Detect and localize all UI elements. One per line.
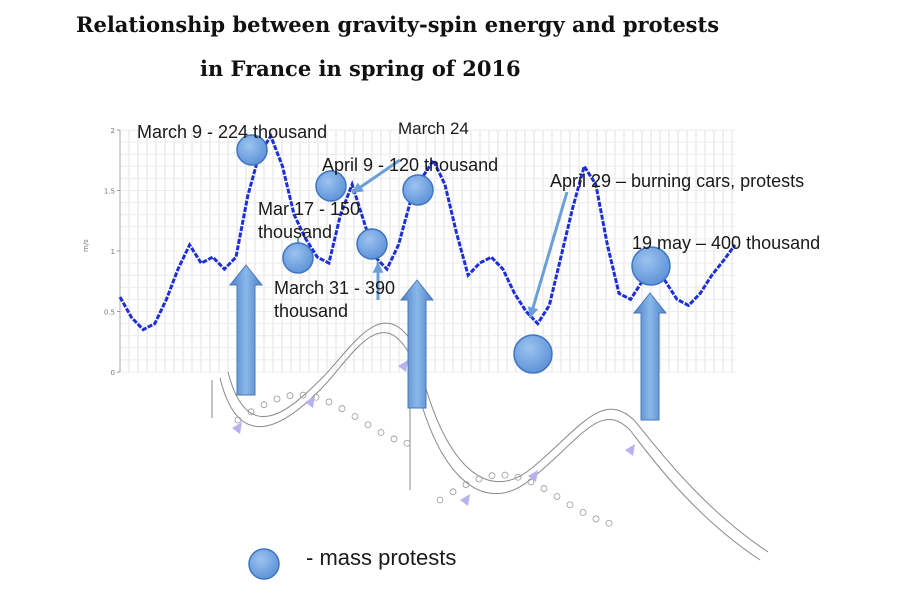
annotation-march-24: March 24: [398, 119, 469, 138]
series-line-path: [118, 132, 737, 332]
annotation-april-9: April 9 - 120 thousand: [322, 155, 499, 175]
y-tick-label: 0.5: [104, 309, 115, 317]
spiral-loop: [527, 478, 535, 486]
annotation-march-9: March 9 - 224 thousand: [137, 122, 328, 142]
spiral-loop: [325, 398, 333, 406]
annotation-march-17: Mar 17 - 150: [258, 199, 361, 219]
annotation-may-19: 19 may – 400 thousand: [632, 233, 821, 253]
y-axis-label: m/s: [82, 239, 90, 252]
spiral-loop: [475, 475, 483, 483]
spiral-band-3a: [629, 429, 761, 561]
protest-marker: [402, 174, 434, 206]
spiral-loop: [299, 391, 307, 399]
pointer-arrow-april-29: [528, 191, 569, 319]
spiral-loop: [364, 421, 372, 429]
spiral-loop: [260, 401, 268, 408]
protest-marker: [356, 228, 388, 260]
protest-marker: [631, 246, 671, 286]
spiral-band-3b: [633, 419, 769, 553]
spiral-loop: [273, 395, 281, 403]
spiral-loop: [351, 413, 359, 420]
pointer-arrow-march-24-head: [352, 182, 364, 193]
protest-markers: [236, 134, 671, 580]
legend-marker: [248, 548, 280, 580]
series-line: [118, 132, 737, 332]
protest-marker: [513, 334, 553, 374]
chart-title-line2: in France in spring of 2016: [200, 56, 521, 81]
y-tick-label: 1.5: [104, 188, 115, 196]
up-arrow-1: [228, 264, 264, 396]
spiral-loop: [390, 435, 398, 443]
up-arrow-3: [632, 292, 668, 421]
y-axis: 2 1.5 1 0.5 0 m/s: [82, 127, 121, 377]
protest-marker: [236, 134, 268, 166]
spiral-band-2b: [415, 347, 635, 483]
spiral-loop: [592, 515, 600, 523]
protest-marker: [315, 170, 347, 202]
spiral-loop: [462, 481, 470, 488]
legend-label: - mass protests: [306, 545, 457, 570]
spiral-loop: [488, 472, 496, 480]
spiral-wedge: [528, 470, 538, 482]
spiral-illustration: [211, 322, 769, 561]
protest-marker: [282, 242, 314, 274]
spiral-wedge: [460, 494, 470, 506]
y-tick-label: 2: [111, 127, 115, 135]
spiral-loop: [514, 473, 522, 481]
spiral-wedge: [625, 444, 635, 456]
spiral-loop: [579, 509, 587, 516]
spiral-loop: [403, 439, 411, 447]
spiral-wedge: [398, 360, 408, 372]
annotation-march-31: March 31 - 390: [274, 278, 396, 298]
annotation-march-17-unit: thousand: [258, 222, 333, 242]
spiral-wedge: [305, 396, 315, 408]
spiral-loop: [436, 496, 444, 504]
spiral-loop: [553, 493, 561, 500]
spiral-band-1a: [219, 332, 411, 428]
y-tick-label: 1: [111, 248, 115, 256]
spiral-loop: [449, 488, 457, 496]
spiral-loop: [247, 408, 255, 416]
chart-title-line1: Relationship between gravity-spin energy…: [76, 12, 720, 37]
annotation-april-29: April 29 – burning cars, protests: [550, 171, 805, 191]
y-tick-label: 0: [111, 369, 115, 377]
spiral-band-2a: [409, 354, 631, 495]
spiral-band-1b: [227, 322, 415, 418]
spiral-loop: [377, 429, 385, 436]
spiral-loop: [501, 471, 509, 479]
annotation-march-31-unit: thousand: [274, 301, 349, 321]
spiral-loop: [234, 416, 242, 424]
spiral-loop: [338, 405, 346, 412]
pointer-arrow-april-29-head: [527, 306, 539, 318]
spiral-loop: [566, 501, 574, 509]
spiral-loop: [605, 519, 613, 527]
spiral-loop: [286, 392, 294, 400]
pointer-arrow-march-31-head: [372, 262, 384, 273]
arrows: [228, 158, 668, 421]
spiral-wedge: [232, 422, 242, 434]
up-arrow-2: [399, 279, 435, 409]
spiral-loop: [540, 485, 548, 492]
